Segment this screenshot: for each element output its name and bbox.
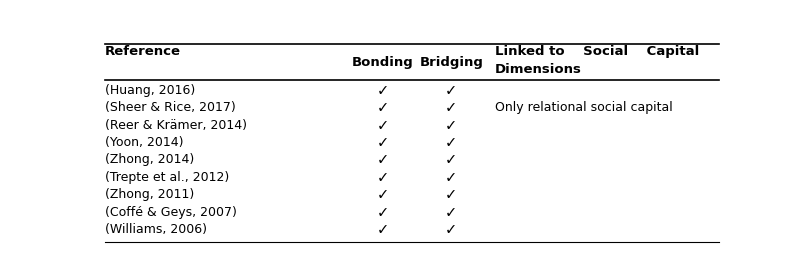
- Text: ✓: ✓: [445, 170, 458, 185]
- Text: Bridging: Bridging: [419, 56, 484, 69]
- Text: ✓: ✓: [445, 100, 458, 115]
- Text: ✓: ✓: [377, 83, 389, 98]
- Text: ✓: ✓: [377, 187, 389, 202]
- Text: (Zhong, 2014): (Zhong, 2014): [105, 153, 194, 166]
- Text: Linked to    Social    Capital: Linked to Social Capital: [495, 45, 699, 58]
- Text: Dimensions: Dimensions: [495, 63, 581, 76]
- Text: ✓: ✓: [377, 205, 389, 220]
- Text: ✓: ✓: [377, 100, 389, 115]
- Text: Reference: Reference: [105, 45, 181, 58]
- Text: ✓: ✓: [445, 205, 458, 220]
- Text: Only relational social capital: Only relational social capital: [495, 101, 673, 114]
- Text: (Williams, 2006): (Williams, 2006): [105, 223, 207, 236]
- Text: ✓: ✓: [377, 118, 389, 132]
- Text: (Reer & Krämer, 2014): (Reer & Krämer, 2014): [105, 119, 247, 132]
- Text: (Sheer & Rice, 2017): (Sheer & Rice, 2017): [105, 101, 236, 114]
- Text: ✓: ✓: [445, 83, 458, 98]
- Text: (Trepte et al., 2012): (Trepte et al., 2012): [105, 171, 229, 184]
- Text: ✓: ✓: [377, 222, 389, 237]
- Text: (Coffé & Geys, 2007): (Coffé & Geys, 2007): [105, 206, 237, 219]
- Text: ✓: ✓: [445, 152, 458, 168]
- Text: (Yoon, 2014): (Yoon, 2014): [105, 136, 184, 149]
- Text: ✓: ✓: [445, 135, 458, 150]
- Text: ✓: ✓: [377, 135, 389, 150]
- Text: ✓: ✓: [445, 187, 458, 202]
- Text: Bonding: Bonding: [352, 56, 414, 69]
- Text: ✓: ✓: [445, 222, 458, 237]
- Text: ✓: ✓: [445, 118, 458, 132]
- Text: ✓: ✓: [377, 170, 389, 185]
- Text: (Zhong, 2011): (Zhong, 2011): [105, 188, 194, 201]
- Text: (Huang, 2016): (Huang, 2016): [105, 84, 196, 97]
- Text: ✓: ✓: [377, 152, 389, 168]
